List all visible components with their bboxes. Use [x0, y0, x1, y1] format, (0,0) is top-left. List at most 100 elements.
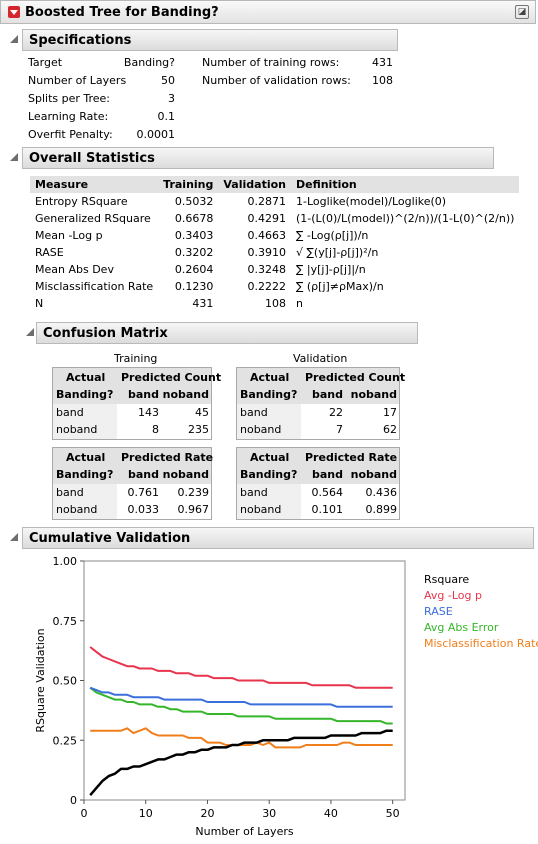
- y-tick-label: 0.25: [53, 734, 78, 747]
- collapse-cumulative-icon[interactable]: [10, 533, 18, 541]
- class-header: noband: [350, 468, 397, 481]
- matrix-cell: 0.899: [365, 503, 398, 516]
- table-cell: 431: [192, 297, 214, 310]
- collapse-confusion-icon[interactable]: [26, 328, 34, 336]
- matrix-cell: 8: [152, 423, 159, 436]
- matrix-cell: 0.436: [365, 486, 398, 499]
- table-cell: 0.1230: [174, 280, 214, 293]
- x-tick-label: 20: [200, 807, 214, 820]
- table-cell: ∑ (ρ[j]≠ρMax)/n: [295, 280, 384, 293]
- cumulative-validation-header[interactable]: Cumulative Validation: [22, 527, 534, 549]
- red-triangle-menu-icon[interactable]: [8, 6, 20, 18]
- spec-label: Learning Rate:: [28, 110, 109, 123]
- predicted-label: Predicted Count: [121, 371, 222, 384]
- table-cell: 0.6678: [174, 212, 214, 225]
- row-class-label: noband: [56, 503, 98, 516]
- y-tick-label: 0.75: [53, 615, 78, 628]
- y-axis-label: RSquare Validation: [34, 628, 47, 732]
- table-cell: (1-(L(0)/L(model))^(2/n))/(1-L(0)^(2/n)): [295, 212, 515, 225]
- row-class-label: noband: [56, 423, 98, 436]
- class-header: band: [311, 388, 343, 401]
- matrix-cell: 0.761: [127, 486, 160, 499]
- predicted-label: Predicted Rate: [305, 451, 398, 464]
- y-tick-label: 0.50: [53, 675, 78, 688]
- actual-label: Actual: [66, 371, 106, 384]
- matrix-cell: 0.239: [177, 486, 210, 499]
- class-header: band: [127, 468, 159, 481]
- overall-statistics-title: Overall Statistics: [29, 151, 155, 166]
- collapse-specifications-icon[interactable]: [10, 35, 18, 43]
- matrix-header-bg: [53, 368, 211, 404]
- matrix-cell: 7: [336, 423, 343, 436]
- validation-label: Validation: [293, 352, 348, 365]
- report-title: Boosted Tree for Banding?: [25, 5, 219, 20]
- spec-value: 431: [372, 56, 393, 69]
- table-row: Mean Abs Dev 0.2604 0.3248 ∑ |y[j]-ρ[j]|/n: [30, 261, 519, 278]
- banding-label: Banding?: [240, 388, 298, 401]
- row-class-label: noband: [240, 503, 282, 516]
- matrix-cell: 62: [383, 423, 397, 436]
- table-cell: Entropy RSquare: [35, 195, 128, 208]
- class-header: band: [311, 468, 343, 481]
- training-label: Training: [114, 352, 158, 365]
- table-cell: Mean Abs Dev: [35, 263, 114, 276]
- table-cell: n: [295, 297, 303, 310]
- actual-label: Actual: [250, 451, 290, 464]
- specifications-header[interactable]: Specifications: [22, 29, 398, 51]
- y-tick-label: 1.00: [53, 555, 78, 568]
- series-line-rase: [89, 686, 393, 708]
- class-header: noband: [350, 388, 397, 401]
- legend-item: Avg Abs Error: [424, 621, 499, 634]
- table-cell: 0.3910: [247, 246, 286, 259]
- training-rate-matrix: Actual Banding? Predicted Rate band noband ba…: [52, 447, 214, 520]
- confusion-matrix-header[interactable]: Confusion Matrix: [36, 322, 418, 344]
- table-row: N 431 108 n: [30, 295, 519, 312]
- cumulative-validation-chart: 0 0.25 0.50 0.75 1.00 0 10 20 30 40 50 Number of La…: [34, 555, 538, 838]
- table-cell: Misclassification Rate: [35, 280, 154, 293]
- banding-label: Banding?: [240, 468, 298, 481]
- matrix-header-bg: [237, 368, 399, 404]
- class-header: noband: [162, 468, 209, 481]
- matrix-rowlabel-bg: [53, 484, 117, 519]
- overall-statistics-header[interactable]: Overall Statistics: [22, 147, 494, 169]
- table-cell: 1-Loglike(model)/Loglike(0): [295, 195, 447, 208]
- table-cell: 0.2604: [174, 263, 214, 276]
- legend-item: Misclassification Rate: [424, 637, 538, 650]
- series-line-avg-abs-error: [89, 686, 393, 725]
- x-tick-label: 40: [324, 807, 338, 820]
- collapse-overall-icon[interactable]: [10, 153, 18, 161]
- table-cell: 0.3403: [174, 229, 214, 242]
- actual-label: Actual: [66, 451, 106, 464]
- spec-label: Number of Layers: [28, 74, 127, 87]
- x-tick-label: 0: [81, 807, 88, 820]
- table-cell: Generalized RSquare: [35, 212, 151, 225]
- matrix-cell: 17: [383, 406, 397, 419]
- training-count-matrix: Actual Banding? Predicted Count band noband b…: [52, 367, 221, 440]
- spec-label: Overfit Penalty:: [28, 128, 113, 141]
- row-class-label: band: [56, 486, 84, 499]
- x-axis-label: Number of Layers: [195, 825, 293, 838]
- table-cell: ∑ -Log(ρ[j])/n: [295, 229, 369, 242]
- x-tick-label: 30: [262, 807, 276, 820]
- pin-icon[interactable]: ◪: [515, 5, 529, 19]
- overall-statistics-table: Measure Training Validation Definition Entr…: [30, 176, 520, 312]
- matrix-cell: 235: [188, 423, 209, 436]
- predicted-label: Predicted Rate: [121, 451, 214, 464]
- matrix-rowlabel-bg: [53, 404, 117, 439]
- legend-item: RASE: [424, 605, 453, 618]
- actual-label: Actual: [250, 371, 290, 384]
- table-cell: Mean -Log p: [35, 229, 103, 242]
- row-class-label: band: [56, 406, 84, 419]
- column-header: Measure: [30, 176, 159, 193]
- table-cell: 0.4291: [247, 212, 286, 225]
- spec-label: Splits per Tree:: [28, 92, 111, 105]
- banding-label: Banding?: [56, 468, 114, 481]
- table-row: Mean -Log p 0.3403 0.4663 ∑ -Log(ρ[j])/n: [30, 227, 519, 244]
- validation-rate-matrix: Actual Banding? Predicted Rate band noband ba…: [236, 447, 400, 520]
- cumulative-validation-title: Cumulative Validation: [29, 531, 191, 546]
- table-cell: N: [35, 297, 44, 310]
- validation-count-matrix: Actual Banding? Predicted Count band noband b…: [236, 367, 405, 440]
- table-cell: 108: [264, 297, 286, 310]
- matrix-cell: 0.967: [177, 503, 210, 516]
- predicted-label: Predicted Count: [305, 371, 406, 384]
